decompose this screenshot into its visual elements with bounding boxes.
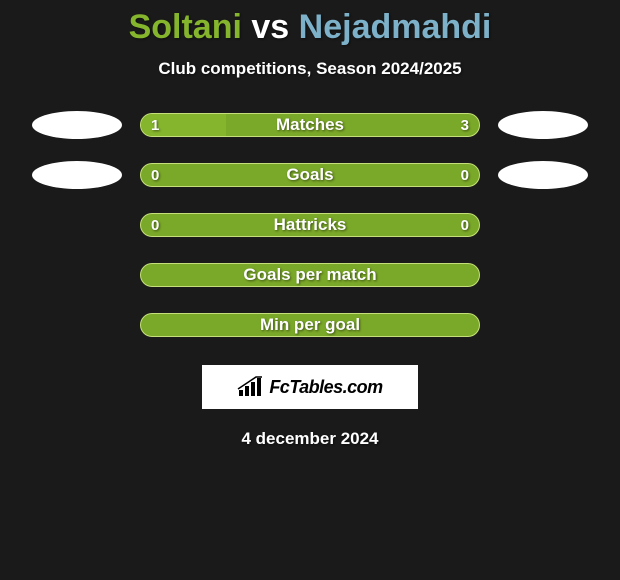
stat-bar: Hattricks0 0 bbox=[140, 213, 480, 237]
stat-label: Goals per match bbox=[141, 264, 479, 286]
stat-row: Matches1 3 bbox=[0, 111, 620, 139]
stat-label: Min per goal bbox=[141, 314, 479, 336]
stats-container: Matches13Goals00Hattricks00Goals per mat… bbox=[0, 111, 620, 339]
logo-text: FcTables.com bbox=[269, 377, 382, 398]
subtitle: Club competitions, Season 2024/2025 bbox=[0, 59, 620, 79]
logo-chart-icon bbox=[237, 376, 263, 398]
stat-value-right: 0 bbox=[451, 164, 479, 186]
stat-row: Goals per match bbox=[0, 261, 620, 289]
stat-value-right: 0 bbox=[451, 214, 479, 236]
stat-value-left: 1 bbox=[141, 114, 169, 136]
stat-label: Matches bbox=[141, 114, 479, 136]
stat-value-left: 0 bbox=[141, 164, 169, 186]
stat-label: Hattricks bbox=[141, 214, 479, 236]
stat-value-right: 3 bbox=[451, 114, 479, 136]
stat-label: Goals bbox=[141, 164, 479, 186]
stat-row: Goals0 0 bbox=[0, 161, 620, 189]
player1-badge bbox=[32, 111, 122, 139]
title-vs: vs bbox=[251, 8, 289, 46]
stat-bar: Min per goal bbox=[140, 313, 480, 337]
stat-row: Hattricks0 0 bbox=[0, 211, 620, 239]
stat-bar: Matches1 3 bbox=[140, 113, 480, 137]
player1-badge bbox=[32, 161, 122, 189]
player1-name: Soltani bbox=[129, 8, 242, 46]
date-label: 4 december 2024 bbox=[0, 429, 620, 449]
player2-badge bbox=[498, 161, 588, 189]
player2-name: Nejadmahdi bbox=[299, 8, 492, 46]
player2-badge bbox=[498, 111, 588, 139]
stat-bar: Goals0 0 bbox=[140, 163, 480, 187]
stat-row: Min per goal bbox=[0, 311, 620, 339]
logo-box: FcTables.com bbox=[202, 365, 418, 409]
comparison-title: Soltani vs Nejadmahdi bbox=[0, 0, 620, 47]
stat-value-left: 0 bbox=[141, 214, 169, 236]
stat-bar: Goals per match bbox=[140, 263, 480, 287]
